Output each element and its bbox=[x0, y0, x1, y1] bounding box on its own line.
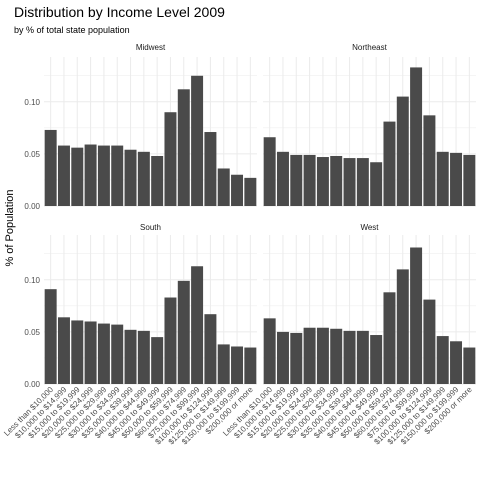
bar bbox=[71, 147, 84, 206]
bar bbox=[177, 89, 190, 206]
bar bbox=[44, 129, 57, 206]
bar bbox=[263, 318, 276, 384]
bar bbox=[137, 151, 150, 206]
bar bbox=[244, 347, 257, 384]
facet-label: South bbox=[140, 223, 161, 232]
bar bbox=[383, 292, 396, 384]
bar bbox=[410, 67, 423, 206]
bar bbox=[290, 332, 303, 384]
y-tick-label: 0.10 bbox=[24, 98, 40, 107]
bar bbox=[111, 324, 124, 384]
bar bbox=[303, 154, 316, 206]
bar bbox=[463, 154, 476, 206]
bar bbox=[151, 337, 164, 384]
bar bbox=[356, 158, 369, 206]
bar bbox=[204, 314, 217, 384]
bar bbox=[276, 151, 289, 206]
bar bbox=[57, 145, 70, 206]
bar bbox=[370, 162, 383, 206]
bar bbox=[177, 280, 190, 384]
bar bbox=[164, 112, 177, 206]
bar bbox=[124, 149, 137, 206]
chart-title: Distribution by Income Level 2009 bbox=[14, 4, 225, 20]
bar bbox=[450, 152, 463, 206]
bar bbox=[343, 330, 356, 384]
bar bbox=[303, 327, 316, 384]
facet-label: West bbox=[360, 223, 379, 232]
facet-midwest: Midwest 0.00 0.05 0.10 bbox=[24, 43, 257, 211]
bar bbox=[370, 335, 383, 384]
facet-label: Midwest bbox=[136, 43, 166, 52]
facet-northeast: Northeast bbox=[263, 43, 476, 207]
facet-label: Northeast bbox=[352, 43, 387, 52]
facet-panels: Midwest 0.00 0.05 0.10 Northeast South 0.00 0.0… bbox=[2, 43, 476, 446]
bar bbox=[191, 75, 204, 206]
bar bbox=[396, 269, 409, 384]
bar bbox=[217, 168, 230, 206]
bar bbox=[111, 145, 124, 206]
bar bbox=[164, 297, 177, 384]
bar bbox=[383, 121, 396, 206]
bar bbox=[276, 331, 289, 384]
y-tick-label: 0.00 bbox=[24, 202, 40, 211]
bar bbox=[191, 266, 204, 384]
bar bbox=[436, 336, 449, 384]
bar bbox=[316, 327, 329, 384]
bar bbox=[423, 299, 436, 384]
bar bbox=[316, 157, 329, 206]
bar bbox=[396, 96, 409, 206]
y-tick-label: 0.05 bbox=[24, 150, 40, 159]
y-axis-label: % of Population bbox=[4, 189, 16, 266]
bar bbox=[263, 137, 276, 206]
bar bbox=[436, 151, 449, 206]
bar bbox=[330, 155, 343, 206]
bar bbox=[97, 145, 110, 206]
bar bbox=[244, 177, 257, 206]
bar bbox=[410, 247, 423, 384]
bar bbox=[423, 115, 436, 206]
bar bbox=[151, 155, 164, 206]
y-tick-label: 0.00 bbox=[24, 380, 40, 389]
bar bbox=[330, 328, 343, 384]
chart-subtitle: by % of total state population bbox=[14, 25, 130, 35]
bar bbox=[217, 344, 230, 384]
bar bbox=[356, 330, 369, 384]
bar bbox=[343, 158, 356, 206]
bar bbox=[450, 341, 463, 384]
bar bbox=[231, 174, 244, 206]
bar bbox=[463, 347, 476, 384]
bar bbox=[84, 144, 97, 206]
bar bbox=[57, 317, 70, 384]
bar bbox=[204, 132, 217, 206]
y-tick-label: 0.05 bbox=[24, 328, 40, 337]
bar bbox=[84, 321, 97, 384]
y-tick-label: 0.10 bbox=[24, 276, 40, 285]
bar bbox=[97, 323, 110, 384]
bar bbox=[44, 289, 57, 384]
bar bbox=[124, 329, 137, 384]
bar bbox=[290, 154, 303, 206]
bar bbox=[231, 346, 244, 384]
bar bbox=[137, 330, 150, 384]
bar bbox=[71, 320, 84, 384]
